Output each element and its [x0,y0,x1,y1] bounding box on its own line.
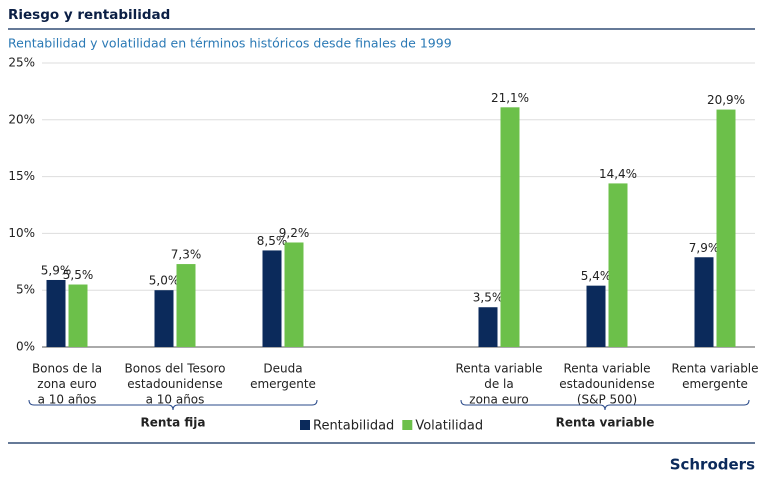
value-label: 5,9% [41,263,72,277]
bar [500,107,520,347]
bar [176,264,196,347]
legend-swatch [402,420,413,430]
bar [46,279,66,347]
legend-label: Volatilidad [415,419,483,434]
group-label: Renta variable [556,416,655,430]
chart-subtitle: Rentabilidad y volatilidad en términos h… [8,36,452,51]
group-brace [28,399,318,411]
x-tick-label: Deuda [263,362,302,376]
value-label: 3,5% [473,291,504,305]
chart-title: Riesgo y rentabilidad [8,7,170,23]
value-label: 5,0% [149,274,180,288]
bar [262,250,282,347]
bar [284,242,304,347]
group-label: Renta fija [140,416,205,430]
brand: Schroders [670,456,755,474]
legend-label: Rentabilidad [313,419,394,434]
value-label: 5,4% [581,269,612,283]
x-tick-label: Bonos del Tesoro [124,362,225,376]
x-tick-label: Bonos de la [32,362,102,376]
y-tick-label: 0% [16,340,35,354]
x-tick-label: Renta variable [671,362,758,376]
x-tick-label: estadounidense [127,377,222,391]
bar [586,285,606,347]
x-tick-label: a 10 años [38,393,97,407]
x-tick-label: zona euro [469,393,528,407]
bar [154,290,174,347]
x-tick-label: Renta variable [563,362,650,376]
value-label: 7,9% [689,241,720,255]
bar [716,109,736,348]
bar [478,307,498,347]
value-label: 7,3% [171,248,202,262]
bar [68,284,88,347]
y-tick-label: 20% [8,112,35,126]
value-label: 14,4% [599,167,637,181]
x-tick-label: Renta variable [455,362,542,376]
bar [694,257,714,347]
y-tick-label: 15% [8,169,35,183]
x-tick-label: a 10 años [146,393,205,407]
x-tick-label: de la [484,377,514,391]
bar [608,183,628,347]
value-label: 21,1% [491,91,529,105]
value-label: 8,5% [257,234,288,248]
group-brace [460,399,750,411]
x-tick-label: (S&P 500) [577,393,637,407]
x-tick-label: estadounidense [559,377,654,391]
y-tick-label: 25% [8,56,35,70]
legend-swatch [300,420,310,430]
x-tick-label: zona euro [37,377,96,391]
value-label: 5,5% [63,268,94,282]
value-label: 9,2% [279,226,310,240]
y-tick-label: 10% [8,226,35,240]
x-tick-label: emergente [682,377,748,391]
value-label: 20,9% [707,93,745,107]
y-tick-label: 5% [16,283,35,297]
x-tick-label: emergente [250,377,316,391]
